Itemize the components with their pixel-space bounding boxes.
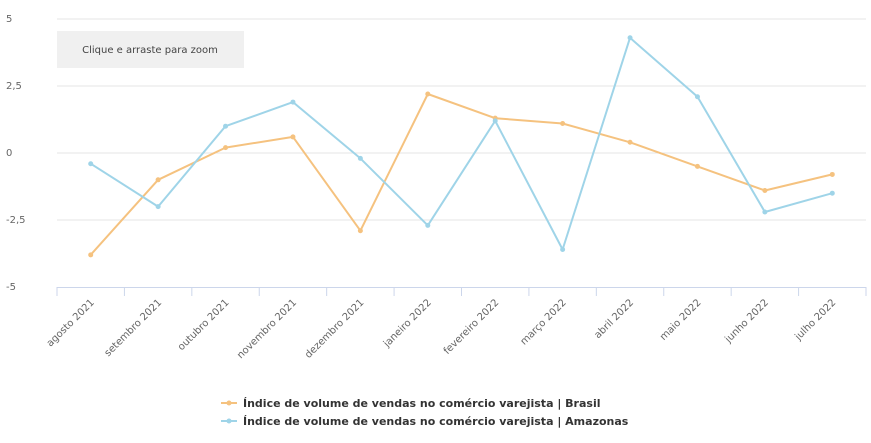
x-tick-label: julho 2022 <box>792 297 838 343</box>
x-tick-label: novembro 2021 <box>235 297 299 361</box>
data-point[interactable] <box>290 134 296 140</box>
data-point[interactable] <box>762 188 768 194</box>
x-tick-label: maio 2022 <box>658 297 704 343</box>
legend-marker <box>226 418 232 424</box>
data-point[interactable] <box>694 94 700 100</box>
zoom-hint-background <box>57 31 244 68</box>
data-point[interactable] <box>829 190 835 196</box>
data-point[interactable] <box>627 139 633 145</box>
x-tick-label: setembro 2021 <box>103 297 165 359</box>
x-axis: agosto 2021 setembro 2021 outubro 2021 nove… <box>45 287 867 361</box>
legend[interactable]: Índice de volume de vendas no comércio v… <box>221 397 629 428</box>
y-tick-label: 2,5 <box>6 81 22 92</box>
y-axis-ticks: -5 -2,5 0 2,5 5 <box>6 14 26 293</box>
data-point[interactable] <box>425 222 431 228</box>
x-tick-label: fevereiro 2022 <box>442 297 502 357</box>
series-group-1[interactable] <box>88 35 835 252</box>
data-point[interactable] <box>560 246 566 252</box>
series-line[interactable] <box>89 93 833 256</box>
zoom-hint-box: Clique e arraste para zoom <box>57 31 244 68</box>
x-tick-label: junho 2022 <box>723 297 771 345</box>
data-point[interactable] <box>223 123 229 129</box>
legend-item-0[interactable]: Índice de volume de vendas no comércio v… <box>221 397 601 410</box>
data-point[interactable] <box>357 155 363 161</box>
data-point[interactable] <box>357 228 363 234</box>
data-point[interactable] <box>762 209 768 215</box>
data-point[interactable] <box>627 35 633 41</box>
x-tick-label: janeiro 2022 <box>381 297 434 350</box>
legend-item-1[interactable]: Índice de volume de vendas no comércio v… <box>221 415 629 428</box>
x-tick-label: abril 2022 <box>592 297 636 341</box>
x-tick-label: março 2022 <box>519 297 569 347</box>
data-point[interactable] <box>694 163 700 169</box>
data-point[interactable] <box>290 99 296 105</box>
data-point[interactable] <box>829 171 835 177</box>
x-tick-label: outubro 2021 <box>176 297 232 353</box>
y-tick-label: 5 <box>6 14 12 25</box>
legend-label: Índice de volume de vendas no comércio v… <box>243 415 629 428</box>
x-tick-label: agosto 2021 <box>45 297 97 349</box>
zoom-hint-text: Clique e arraste para zoom <box>82 45 218 56</box>
data-point[interactable] <box>155 204 161 210</box>
data-point[interactable] <box>560 121 566 127</box>
data-point[interactable] <box>88 252 94 258</box>
y-tick-label: 0 <box>6 148 12 159</box>
legend-label: Índice de volume de vendas no comércio v… <box>243 397 601 410</box>
data-point[interactable] <box>223 145 229 151</box>
x-tick-label: dezembro 2021 <box>303 297 366 360</box>
series-lines[interactable] <box>88 35 835 258</box>
series-line[interactable] <box>90 36 833 251</box>
y-tick-label: -2,5 <box>6 215 26 226</box>
data-point[interactable] <box>88 161 94 167</box>
data-point[interactable] <box>155 177 161 183</box>
data-point[interactable] <box>425 91 431 97</box>
data-point[interactable] <box>492 118 498 124</box>
legend-marker <box>226 400 232 406</box>
y-tick-label: -5 <box>6 282 16 293</box>
